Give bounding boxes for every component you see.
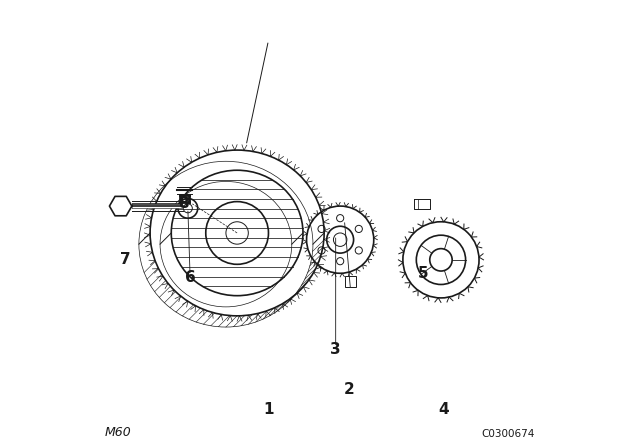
Text: M60: M60 — [105, 426, 132, 439]
Text: 7: 7 — [120, 252, 131, 267]
Polygon shape — [414, 199, 430, 209]
Text: 2: 2 — [344, 382, 355, 397]
Polygon shape — [109, 196, 132, 216]
Text: 3: 3 — [330, 342, 341, 357]
Text: 1: 1 — [263, 402, 274, 418]
Text: C0300674: C0300674 — [482, 429, 535, 439]
Text: 8: 8 — [178, 196, 189, 211]
Text: 6: 6 — [185, 270, 195, 285]
Text: 5: 5 — [418, 266, 428, 281]
Text: 4: 4 — [438, 402, 449, 418]
Bar — [345, 276, 356, 287]
